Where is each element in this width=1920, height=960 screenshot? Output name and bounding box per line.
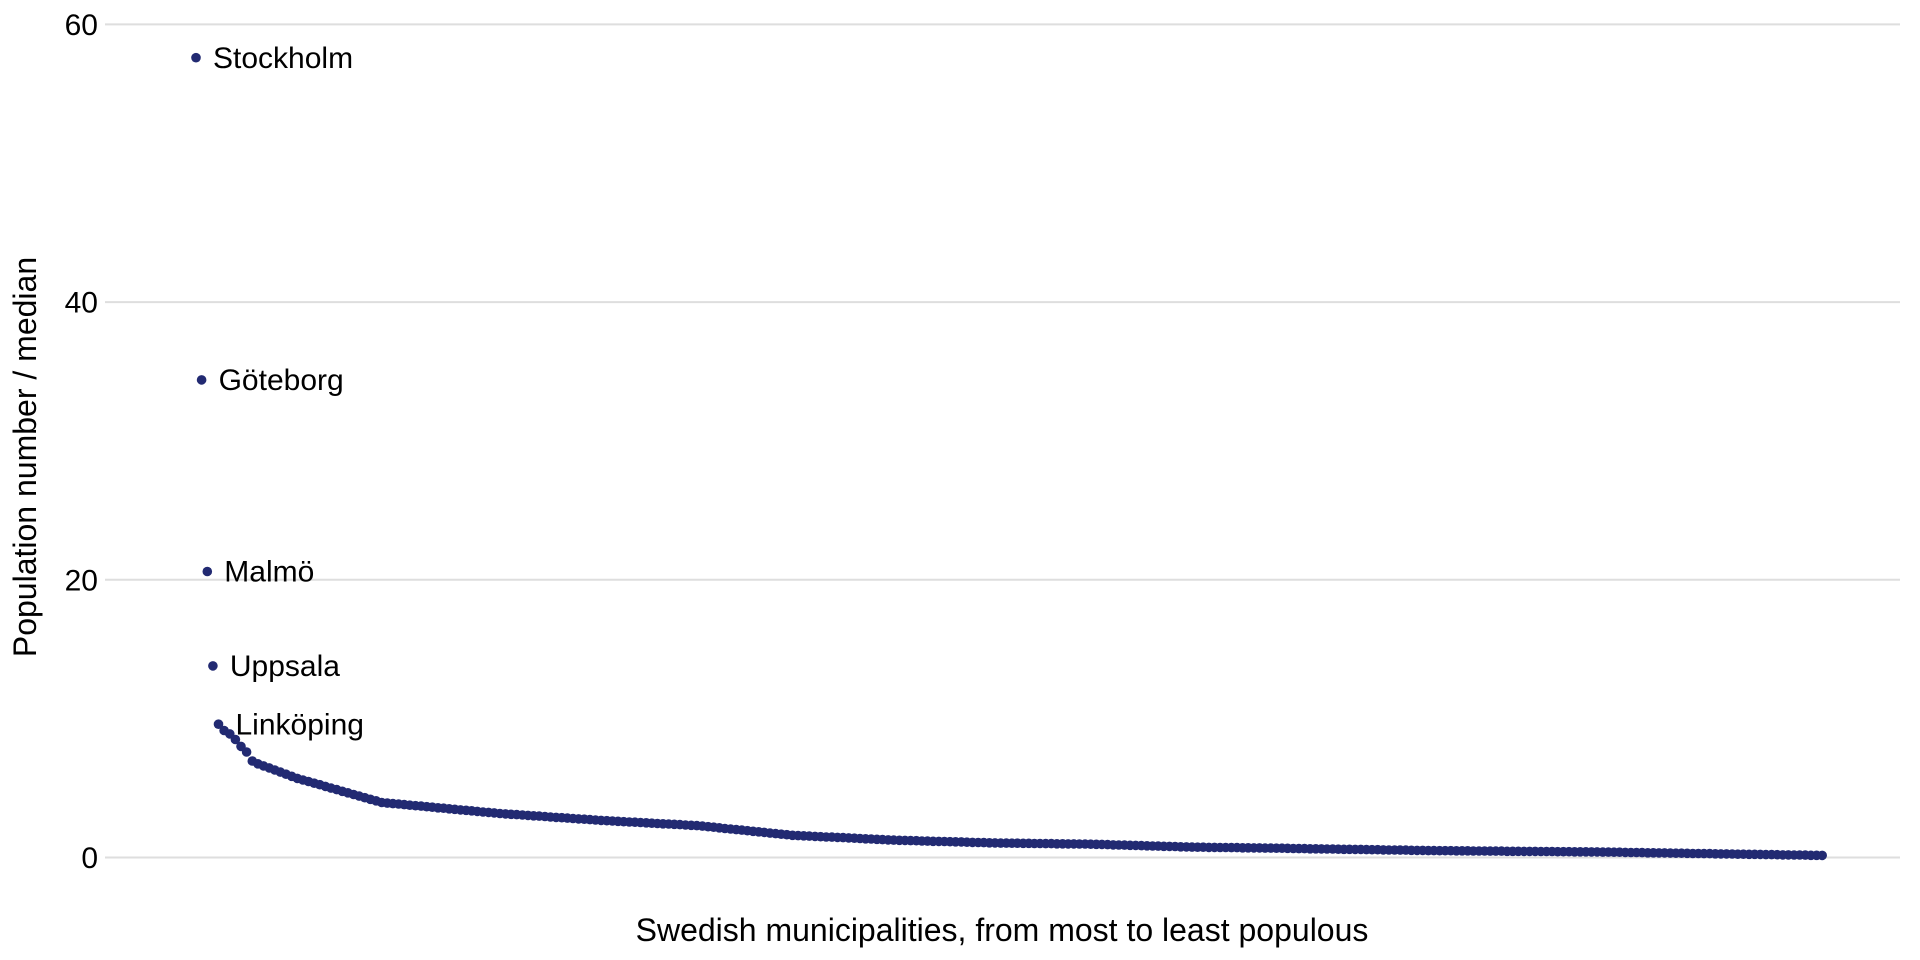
x-axis-title: Swedish municipalities, from most to lea… xyxy=(636,912,1369,948)
data-point[interactable] xyxy=(208,661,218,671)
y-tick-label: 20 xyxy=(65,564,98,597)
data-point[interactable] xyxy=(213,719,224,729)
y-tick-label: 0 xyxy=(81,842,98,875)
y-tick-label: 40 xyxy=(65,287,98,320)
point-label: Malmö xyxy=(224,556,314,589)
y-axis-title: Population number / median xyxy=(7,257,43,657)
point-label: Linköping xyxy=(236,708,364,741)
data-point[interactable] xyxy=(196,375,207,385)
data-point[interactable] xyxy=(241,747,252,757)
point-label: Göteborg xyxy=(219,364,344,397)
y-tick-labels-group: 0 20 40 60 xyxy=(65,9,98,875)
data-points-group xyxy=(191,52,1827,861)
data-point[interactable] xyxy=(202,566,213,577)
point-labels-group: Stockholm Göteborg Malmö Uppsala Linköping xyxy=(213,42,364,742)
data-point[interactable] xyxy=(230,734,241,745)
data-point[interactable] xyxy=(1817,850,1827,861)
y-tick-label: 60 xyxy=(65,9,98,42)
data-point[interactable] xyxy=(191,52,201,63)
gridlines-group xyxy=(105,23,1900,859)
point-label: Uppsala xyxy=(230,650,340,683)
point-label: Stockholm xyxy=(213,42,353,75)
